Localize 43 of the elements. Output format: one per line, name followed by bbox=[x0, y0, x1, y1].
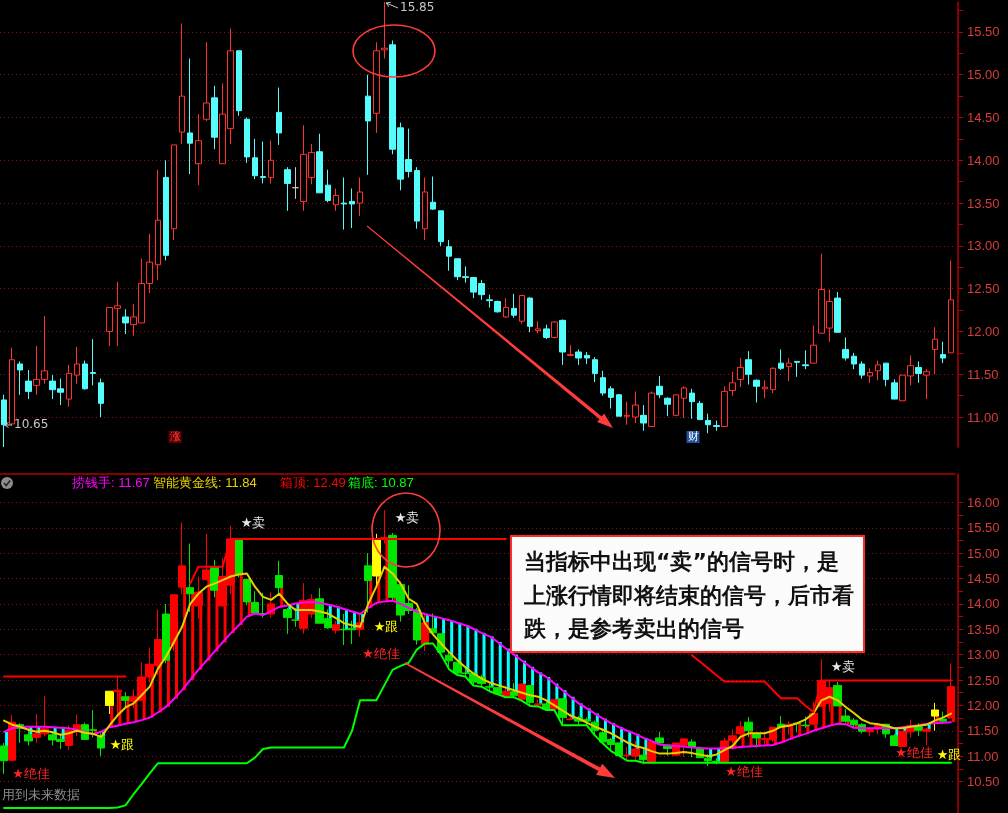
y-tick-label: 11.00 bbox=[967, 748, 999, 764]
annotation: ★跟 bbox=[109, 736, 135, 753]
text: 箱底: 10.87 bbox=[348, 474, 414, 491]
y-tick-label: 12.50 bbox=[967, 281, 1000, 297]
y-tick-label: 15.50 bbox=[967, 24, 1000, 40]
y-tick-label: 15.00 bbox=[967, 545, 1000, 561]
y-tick-label: 14.50 bbox=[967, 571, 1000, 587]
annotation: ★绝佳 bbox=[362, 645, 400, 662]
text: 箱顶: 12.49 bbox=[280, 474, 346, 491]
annotation: ★绝佳 bbox=[895, 744, 933, 761]
y-tick-label: 11.50 bbox=[967, 723, 999, 739]
callout-box: 当指标中出现“卖”的信号时，是上涨行情即将结束的信号，后市看跌，是参考卖出的信号 bbox=[510, 535, 865, 653]
y-tick-label: 13.50 bbox=[967, 195, 1000, 211]
annotation: ★绝佳 bbox=[725, 763, 763, 780]
annotation: ★卖 bbox=[394, 509, 420, 526]
text: 智能黄金线: 11.84 bbox=[153, 474, 257, 491]
annotation: ★跟 bbox=[373, 618, 399, 635]
annotation: ★卖 bbox=[240, 514, 266, 531]
y-tick-label: 14.00 bbox=[967, 596, 1000, 612]
annotation: ★绝佳 bbox=[12, 765, 50, 782]
y-tick-label: 14.00 bbox=[967, 152, 1000, 168]
annotation: ★卖 bbox=[830, 658, 856, 675]
y-tick-label: 13.00 bbox=[967, 647, 1000, 663]
y-tick-label: 12.00 bbox=[967, 323, 1000, 339]
y-tick-label: 10.50 bbox=[967, 774, 1000, 790]
annotation: 当指标中出现“卖”的信号时，是上涨行情即将结束的信号，后市看跌，是参考卖出的信号 bbox=[524, 548, 855, 643]
annotation: ★跟 bbox=[936, 746, 962, 763]
y-tick-label: 12.00 bbox=[967, 697, 1000, 713]
y-tick-label: 13.50 bbox=[967, 621, 1000, 637]
y-tick-label: 13.00 bbox=[967, 238, 1000, 254]
annotation: 用到未来数据 bbox=[2, 787, 80, 803]
y-tick-label: 11.50 bbox=[967, 366, 999, 382]
y-tick-label: 14.50 bbox=[967, 110, 1000, 126]
text: 捞钱手: 11.67 bbox=[72, 474, 150, 491]
y-tick-label: 16.00 bbox=[967, 494, 1000, 510]
annotation: 涨 bbox=[168, 430, 182, 443]
y-tick-label: 12.50 bbox=[967, 672, 1000, 688]
annotation: 10.65 bbox=[14, 417, 49, 432]
y-tick-label: 15.50 bbox=[967, 520, 1000, 536]
y-tick-label: 15.00 bbox=[967, 67, 1000, 83]
y-tick-label: 11.00 bbox=[967, 409, 999, 425]
annotation: 15.85 bbox=[400, 0, 435, 15]
annotation: 财 bbox=[686, 430, 700, 443]
